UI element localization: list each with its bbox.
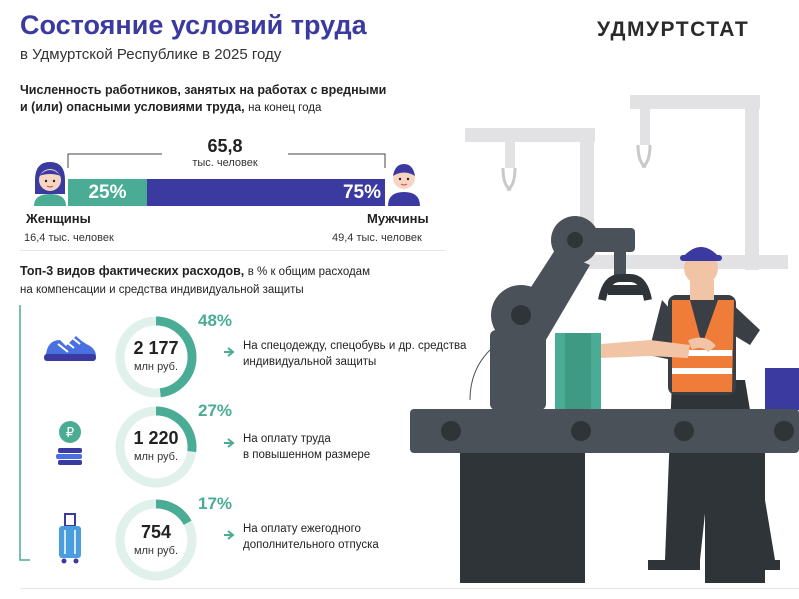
- expense-2-unit: млн руб.: [133, 451, 179, 463]
- expense-1-desc-line2: индивидуальной защиты: [243, 356, 377, 368]
- arrow-icon: [224, 438, 235, 448]
- ring-progress-arc: [115, 499, 197, 581]
- page-title: Состояние условий труда: [20, 10, 367, 40]
- ring-progress-arc: [115, 316, 197, 398]
- expense-2-percent: 27%: [198, 401, 233, 420]
- bottom-divider: [20, 588, 799, 589]
- expense-3-value: 754: [140, 522, 172, 542]
- men-percent: 75%: [342, 181, 381, 203]
- expense-2-desc-line2: в повышенном размере: [243, 449, 371, 461]
- ring-hole: [124, 508, 188, 572]
- workers-heading-line1: Численность работников, занятых на работ…: [20, 83, 387, 97]
- arrow-icon: [224, 530, 235, 540]
- men-label: Мужчины: [367, 211, 429, 226]
- workers-heading-note: на конец года: [248, 102, 322, 114]
- arrow-icon: [224, 347, 235, 357]
- women-percent: 25%: [88, 181, 127, 203]
- conveyor-belt-icon: [410, 409, 799, 453]
- coins-icon: ₽: [56, 421, 82, 465]
- expense-1-percent: 48%: [198, 311, 233, 330]
- expense-3-unit: млн руб.: [133, 545, 179, 557]
- women-value: 16,4 тыс. человек: [24, 232, 114, 244]
- expense-3-desc-line1: На оплату ежегодного: [243, 523, 361, 535]
- background-cranes-icon: [465, 95, 788, 270]
- brand-logo: УДМУРТСТАТ: [597, 18, 750, 41]
- expense-3-desc-line2: дополнительного отпуска: [243, 539, 379, 551]
- expenses-heading: Топ-3 видов фактических расходов, в % к …: [20, 263, 460, 299]
- expense-1-unit: млн руб.: [133, 361, 179, 373]
- expense-2-value: 1 220: [133, 428, 179, 448]
- sneaker-icon: [44, 335, 96, 361]
- expense-3-percent: 17%: [198, 494, 233, 513]
- expenses-heading-note1: в % к общим расходам: [247, 266, 370, 278]
- total-workers-value: 65,8: [207, 136, 243, 156]
- workers-heading: Численность работников, занятых на работ…: [20, 82, 460, 117]
- factory-illustration: [410, 95, 799, 583]
- workers-heading-line2: и (или) опасными условиями труда,: [20, 100, 245, 114]
- expense-ring-1: [115, 316, 197, 398]
- section-divider: [20, 250, 445, 251]
- suitcase-icon: [59, 513, 81, 564]
- total-workers-unit: тыс. человек: [192, 157, 258, 169]
- expense-2-desc: На оплату труда в повышенном размере: [243, 431, 370, 463]
- svg-text:₽: ₽: [66, 426, 74, 441]
- expenses-heading-note2: на компенсации и средства индивидуальной…: [20, 284, 304, 296]
- total-bracket: [67, 153, 386, 168]
- woman-icon: [34, 162, 66, 206]
- expense-1-desc: На спецодежду, спецобувь и др. средства …: [243, 338, 466, 370]
- women-share-bar: 25%: [68, 179, 147, 206]
- men-value: 49,4 тыс. человек: [332, 232, 422, 244]
- men-share-bar: 75%: [147, 179, 385, 206]
- expense-ring-2: [115, 406, 197, 488]
- expense-3-desc: На оплату ежегодного дополнительного отп…: [243, 521, 379, 553]
- expense-1-value: 2 177: [133, 338, 179, 358]
- man-icon: [388, 164, 420, 206]
- expenses-heading-bold: Топ-3 видов фактических расходов,: [20, 264, 245, 278]
- worker-icon: [601, 247, 780, 570]
- page-subtitle: в Удмуртской Республике в 2025 году: [20, 46, 282, 63]
- expense-ring-3: [115, 499, 197, 581]
- timeline-line: [19, 305, 30, 561]
- ring-progress-arc: [115, 406, 197, 488]
- ring-hole: [124, 325, 188, 389]
- expense-2-desc-line1: На оплату труда: [243, 433, 331, 445]
- arrows: [224, 347, 235, 540]
- expense-1-desc-line1: На спецодежду, спецобувь и др. средства: [243, 340, 467, 352]
- women-label: Женщины: [26, 211, 91, 226]
- ring-hole: [124, 415, 188, 479]
